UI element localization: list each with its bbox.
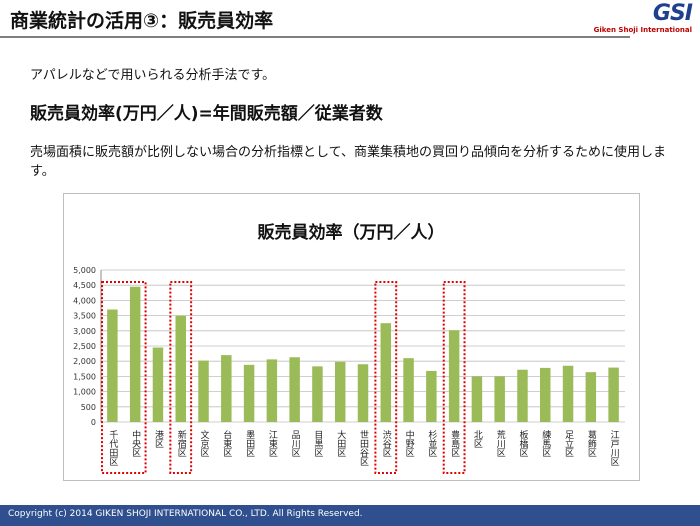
bar <box>517 369 528 422</box>
chart: 販売員効率（万円／人） 0 500 1,000 1,500 2,000 2,500 3,00… <box>63 193 640 481</box>
y-tick-label: 2,500 <box>73 342 96 351</box>
bar <box>357 364 369 422</box>
x-tick-label: 荒川区 <box>495 430 506 457</box>
x-tick-label: 江戸川区 <box>609 430 620 466</box>
bar <box>403 358 414 422</box>
intro-text: アパレルなどで用いられる分析手法です。 <box>30 68 276 83</box>
bar <box>608 367 619 422</box>
chart-frame <box>63 193 640 481</box>
bar <box>471 376 483 422</box>
y-tick-label: 1,000 <box>73 388 96 397</box>
bar <box>243 364 255 422</box>
x-tick-label: 中野区 <box>404 429 415 457</box>
bar <box>585 372 597 422</box>
x-tick-label: 文京区 <box>199 429 210 457</box>
copyright: Copyright (c) 2014 GIKEN SHOJI INTERNATI… <box>8 509 363 519</box>
x-tick-label: 台東区 <box>221 429 232 457</box>
y-tick-label: 5,000 <box>73 266 96 275</box>
y-tick-label: 4,500 <box>73 281 96 290</box>
title-rule <box>0 36 630 38</box>
bar <box>540 367 551 422</box>
y-tick-label: 2,000 <box>73 357 96 366</box>
bar <box>266 359 278 422</box>
chart-title: 販売員効率（万円／人） <box>258 222 445 243</box>
bar <box>494 376 505 422</box>
y-tick-label: 3,000 <box>73 327 96 336</box>
logo-subtext: Giken Shoji International <box>593 26 692 34</box>
footer: Copyright (c) 2014 GIKEN SHOJI INTERNATI… <box>0 505 700 526</box>
logo: GSI Giken Shoji International <box>593 1 693 35</box>
bar <box>312 366 323 422</box>
bar <box>107 309 118 422</box>
x-tick-label: 板橋区 <box>517 429 528 457</box>
bar <box>289 357 300 422</box>
x-tick-label: 練馬区 <box>540 429 551 457</box>
x-tick-label: 豊島区 <box>449 429 460 457</box>
x-tick-label: 品川区 <box>290 430 301 457</box>
y-tick-label: 0 <box>91 418 96 427</box>
x-tick-label: 港区 <box>153 429 164 448</box>
bar <box>426 370 437 422</box>
y-tick-label: 3,500 <box>73 312 96 321</box>
logo-text: GSI <box>652 1 693 26</box>
bar <box>562 365 574 422</box>
bar <box>380 323 392 422</box>
bar <box>129 286 141 422</box>
y-tick-label: 1,500 <box>73 372 96 381</box>
slide-title: 商業統計の活用③：販売員効率 <box>10 10 274 32</box>
x-tick-label: 千代田区 <box>107 430 118 466</box>
description: 売場面積に販売額が比例しない場合の分析指標として、商業集積地の買回り品傾向を分析… <box>30 145 666 179</box>
x-tick-label: 新宿区 <box>176 429 187 457</box>
bar <box>448 330 460 422</box>
x-tick-label: 世田谷区 <box>358 429 369 466</box>
x-tick-label: 中央区 <box>130 429 141 457</box>
highlight-box <box>169 281 193 474</box>
highlight-box <box>101 281 147 474</box>
bar <box>221 355 232 422</box>
bar <box>175 315 186 422</box>
x-tick-label: 北区 <box>472 430 483 448</box>
y-tick-label: 500 <box>81 403 96 412</box>
x-tick-label: 墨田区 <box>244 430 255 457</box>
x-tick-label: 目黒区 <box>312 430 323 457</box>
bar <box>198 360 209 422</box>
x-tick-label: 葛飾区 <box>586 429 597 457</box>
y-tick-label: 4,000 <box>73 296 96 305</box>
x-tick-label: 杉並区 <box>426 429 437 457</box>
x-tick-label: 大田区 <box>335 429 346 457</box>
highlight-box <box>442 281 466 474</box>
bar <box>152 347 164 422</box>
x-tick-label: 江東区 <box>267 430 278 457</box>
x-tick-label: 渋谷区 <box>381 429 392 457</box>
highlight-box <box>374 281 398 474</box>
bar <box>334 361 346 422</box>
x-tick-label: 足立区 <box>563 430 574 457</box>
formula: 販売員効率(万円／人)=年間販売額／従業者数 <box>30 104 383 124</box>
